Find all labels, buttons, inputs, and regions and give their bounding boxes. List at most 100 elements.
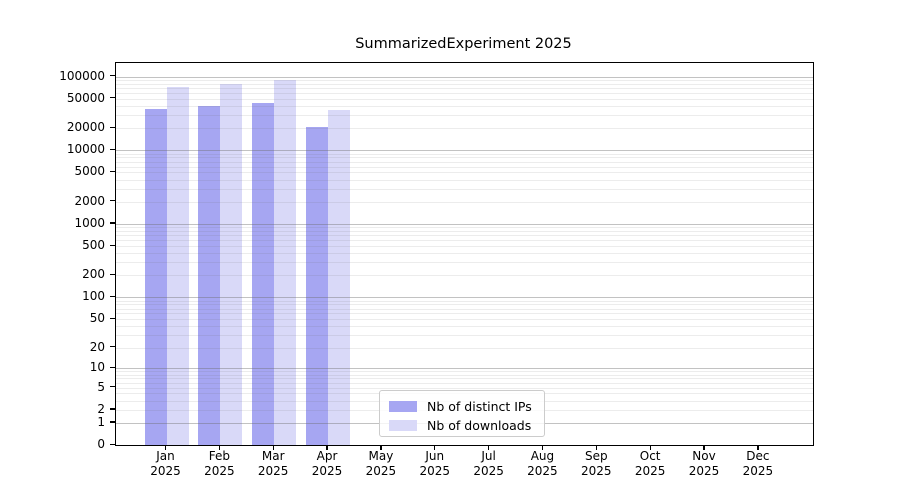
gridline-y: [116, 79, 813, 81]
gridline-y: [116, 76, 813, 78]
x-tick-year: 2025: [204, 464, 235, 478]
x-tick-month: Jan: [156, 449, 175, 463]
x-tick-mark: [164, 445, 167, 451]
y-tick-label: 50: [89, 311, 105, 326]
gridline-y: [116, 347, 813, 349]
y-tick-mark: [110, 317, 115, 319]
y-tick-mark: [110, 273, 115, 276]
y-tick-mark: [110, 126, 115, 128]
x-tick-mark: [326, 445, 328, 451]
gridline-y: [116, 128, 813, 129]
gridline-y: [116, 297, 813, 299]
gridline-y: [116, 319, 813, 321]
bar-downloads-mar: [274, 79, 297, 445]
x-tick-mark: [541, 445, 544, 451]
y-tick-label: 5000: [74, 164, 105, 179]
x-tick-month: Feb: [208, 449, 230, 463]
y-tick-mark: [110, 295, 115, 298]
x-tick-year: 2025: [581, 464, 612, 478]
gridline-y: [116, 166, 813, 168]
legend-label: Nb of distinct IPs: [427, 399, 532, 414]
x-tick-mark: [218, 445, 221, 451]
gridline-y: [116, 223, 813, 225]
bar-distinct-ips-jan: [144, 109, 167, 445]
x-tick-month: Jul: [481, 449, 496, 463]
gridline-y: [116, 313, 813, 315]
x-tick-label-dec: Dec 2025: [728, 449, 788, 479]
x-tick-label-apr: Apr 2025: [297, 449, 357, 479]
gridline-y: [116, 172, 813, 174]
gridline-y: [116, 308, 813, 310]
gridline-y: [116, 262, 813, 264]
y-tick-label: 100000: [59, 68, 105, 83]
y-tick-mark: [110, 170, 115, 173]
chart-title: SummarizedExperiment 2025: [355, 36, 572, 52]
gridline-y: [116, 378, 813, 380]
x-tick-year: 2025: [688, 464, 720, 478]
gridline-y: [116, 98, 813, 100]
gridline-y: [116, 83, 813, 85]
x-tick-year: 2025: [634, 464, 666, 478]
legend: Nb of distinct IPs Nb of downloads: [379, 390, 545, 437]
y-tick-mark: [110, 443, 115, 445]
y-tick-mark: [110, 408, 115, 410]
x-tick-label-may: May 2025: [351, 449, 411, 479]
gridline-y: [116, 201, 813, 203]
y-tick-label: 2: [97, 401, 105, 416]
bar-distinct-ips-feb: [198, 105, 221, 445]
gridline-y: [116, 300, 813, 302]
x-tick-month: Oct: [639, 449, 661, 463]
legend-swatch: [389, 420, 417, 431]
x-tick-label-feb: Feb 2025: [189, 449, 249, 479]
x-tick-year: 2025: [419, 464, 451, 478]
gridline-y: [116, 371, 813, 373]
x-tick-year: 2025: [150, 464, 181, 478]
gridline-y: [116, 335, 813, 337]
x-tick-label-aug: Aug 2025: [512, 449, 572, 479]
gridline-y: [116, 153, 813, 155]
gridline-y: [116, 188, 813, 190]
bar-distinct-ips-mar: [252, 102, 275, 445]
gridline-y: [116, 240, 813, 242]
gridline-y: [116, 275, 813, 277]
x-tick-mark: [703, 445, 705, 451]
x-tick-label-sep: Sep 2025: [566, 449, 626, 479]
gridline-y: [116, 105, 813, 107]
y-tick-label: 100: [82, 289, 105, 304]
x-tick-label-nov: Nov 2025: [674, 449, 734, 479]
y-tick-label: 500: [82, 238, 105, 253]
y-tick-label: 20000: [66, 120, 105, 134]
bar-distinct-ips-apr: [306, 127, 329, 445]
y-tick-label: 10: [89, 360, 105, 375]
gridline-y: [116, 374, 813, 376]
y-tick-mark: [110, 148, 115, 150]
x-tick-month: Mar: [261, 449, 285, 463]
legend-label: Nb of downloads: [427, 418, 532, 433]
gridline-y: [116, 387, 813, 389]
y-tick-label: 10000: [66, 142, 105, 157]
x-tick-mark: [380, 445, 382, 451]
gridline-y: [116, 246, 813, 248]
y-tick-label: 1: [97, 414, 105, 429]
y-tick-mark: [110, 346, 115, 348]
bar-downloads-feb: [220, 84, 243, 445]
gridline-y: [116, 179, 813, 181]
x-tick-month: Nov: [692, 449, 716, 463]
y-tick-label: 1000: [74, 215, 105, 230]
y-tick-label: 200: [82, 267, 105, 282]
y-tick-label: 2000: [74, 193, 105, 208]
gridline-y: [116, 161, 813, 163]
x-tick-month: May: [368, 449, 394, 463]
x-tick-mark: [649, 445, 651, 451]
x-tick-month: Apr: [316, 449, 338, 463]
bar-downloads-jan: [166, 87, 189, 445]
y-tick-label: 20: [89, 339, 105, 354]
x-tick-year: 2025: [473, 464, 504, 478]
gridline-y: [116, 304, 813, 306]
y-tick-label: 50000: [66, 90, 105, 105]
gridline-y: [116, 231, 813, 232]
x-tick-mark: [757, 445, 759, 451]
gridline-y: [116, 253, 813, 255]
x-tick-label-mar: Mar 2025: [243, 449, 303, 479]
